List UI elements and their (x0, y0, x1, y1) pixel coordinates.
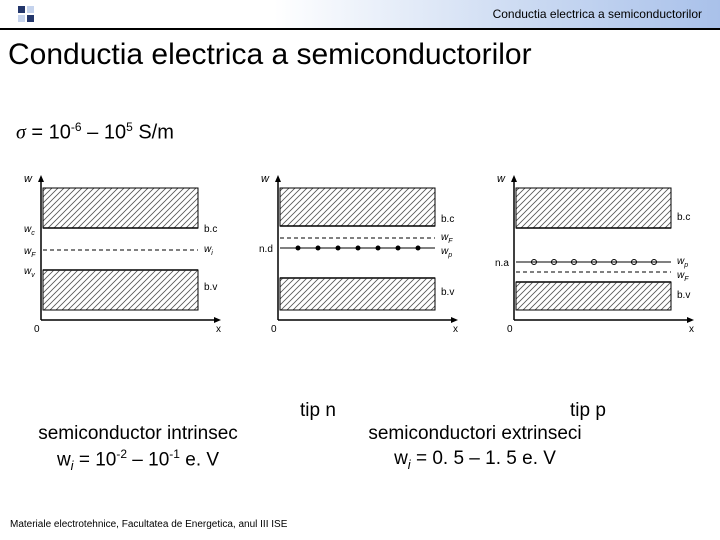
diagram-tip-n: w b.c wF wp n.d b.v 0 x (253, 170, 468, 335)
svg-text:wp: wp (677, 256, 688, 269)
svg-text:wF: wF (24, 246, 36, 259)
header-bar: Conductia electrica a semiconductorilor (0, 0, 720, 28)
sigma-equation: σ = 10-6 – 105 S/m (16, 120, 174, 145)
page-title: Conductia electrica a semiconductorilor (8, 38, 532, 72)
header-logo-squares (18, 6, 34, 22)
svg-text:wi: wi (204, 244, 213, 257)
caption-intrinsic: semiconductor intrinsec wi = 10-2 – 10-1… (28, 422, 248, 475)
svg-text:wF: wF (441, 232, 453, 245)
svg-text:x: x (689, 324, 694, 335)
svg-text:b.c: b.c (441, 214, 454, 225)
svg-text:0: 0 (34, 324, 40, 335)
svg-text:0: 0 (507, 324, 513, 335)
logo-sq (18, 6, 25, 13)
logo-sq (27, 15, 34, 22)
svg-text:w: w (497, 173, 506, 185)
header-underline (0, 28, 720, 30)
svg-text:wF: wF (677, 270, 689, 283)
svg-text:b.c: b.c (204, 224, 217, 235)
svg-text:x: x (216, 324, 221, 335)
svg-text:wv: wv (24, 266, 35, 279)
breadcrumb: Conductia electrica a semiconductorilor (34, 0, 720, 28)
svg-text:w: w (24, 173, 33, 185)
footer: Materiale electrotehnice, Facultatea de … (10, 519, 287, 530)
svg-text:b.v: b.v (677, 290, 690, 301)
svg-text:wc: wc (24, 224, 35, 237)
caption-tip-n: tip n (300, 400, 336, 422)
diagram-intrinsic: w b.c wc wF wi wv b.v 0 x (16, 170, 231, 335)
svg-text:wp: wp (441, 246, 452, 259)
svg-text:0: 0 (271, 324, 277, 335)
svg-text:b.v: b.v (441, 287, 454, 298)
svg-text:w: w (261, 173, 270, 185)
band-diagrams: w b.c wc wF wi wv b.v 0 x w b.c (16, 170, 704, 335)
logo-sq (18, 15, 25, 22)
logo-sq (27, 6, 34, 13)
svg-text:b.v: b.v (204, 282, 217, 293)
svg-text:b.c: b.c (677, 212, 690, 223)
caption-extrinsic: semiconductori extrinseci wi = 0. 5 – 1.… (330, 422, 620, 473)
svg-text:n.d: n.d (259, 244, 273, 255)
caption-tip-p: tip p (570, 400, 606, 422)
svg-text:n.a: n.a (495, 258, 509, 269)
diagram-tip-p: w b.c n.a wp wF b.v 0 x (489, 170, 704, 335)
svg-text:x: x (453, 324, 458, 335)
